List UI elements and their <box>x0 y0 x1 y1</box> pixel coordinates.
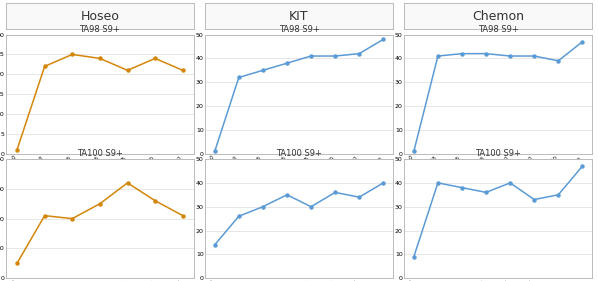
Title: TA98 S9+: TA98 S9+ <box>279 25 319 34</box>
Title: TA98 S9+: TA98 S9+ <box>80 25 120 34</box>
Text: KIT: KIT <box>289 10 309 22</box>
Title: TA100 S9+: TA100 S9+ <box>77 149 123 158</box>
Title: TA98 S9+: TA98 S9+ <box>478 25 518 34</box>
Text: Chemon: Chemon <box>472 10 524 22</box>
Title: TA100 S9+: TA100 S9+ <box>475 149 521 158</box>
Title: TA100 S9+: TA100 S9+ <box>276 149 322 158</box>
Text: Hoseo: Hoseo <box>81 10 120 22</box>
